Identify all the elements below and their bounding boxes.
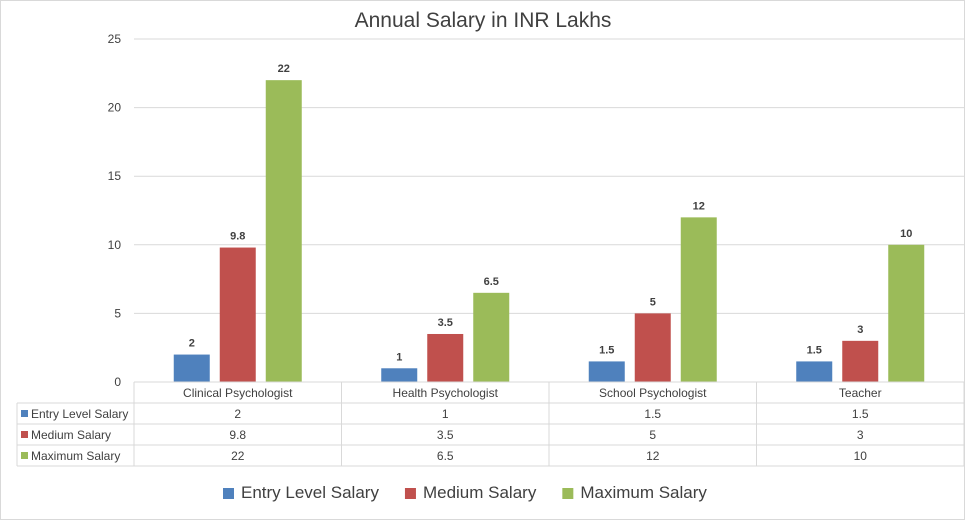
bar-maximum-salary-clinical-psychologist	[265, 80, 302, 382]
table-cell-entry-level-salary-teacher: 1.5	[852, 407, 869, 421]
table-cell-maximum-salary-clinical-psychologist: 22	[231, 449, 245, 463]
gridlines	[134, 38, 964, 383]
table-cell-medium-salary-clinical-psychologist: 9.8	[229, 428, 246, 442]
table-legend-key-maximum-salary	[21, 452, 28, 459]
category-label-clinical-psychologist: Clinical Psychologist	[183, 386, 293, 400]
table-cell-maximum-salary-health-psychologist: 6.5	[437, 449, 454, 463]
table-cell-entry-level-salary-health-psychologist: 1	[442, 407, 449, 421]
bar-medium-salary-health-psychologist	[427, 333, 464, 382]
table-cell-medium-salary-teacher: 3	[857, 428, 864, 442]
bars	[173, 80, 925, 382]
y-tick-label-10: 10	[108, 238, 122, 252]
legend-label-entry-level-salary: Entry Level Salary	[241, 483, 379, 502]
category-label-teacher: Teacher	[839, 386, 882, 400]
bar-medium-salary-teacher	[842, 340, 879, 382]
table-cell-medium-salary-health-psychologist: 3.5	[437, 428, 454, 442]
table-cell-medium-salary-school-psychologist: 5	[649, 428, 656, 442]
data-label-entry-level-salary-clinical-psychologist: 2	[189, 338, 195, 350]
data-label-entry-level-salary-health-psychologist: 1	[396, 351, 402, 363]
legend-key-maximum-salary	[562, 488, 574, 499]
chart-title: Annual Salary in INR Lakhs	[355, 9, 612, 32]
table-legend-key-entry-level-salary	[21, 410, 28, 417]
bar-medium-salary-clinical-psychologist	[219, 247, 256, 382]
table-row-label-entry-level-salary: Entry Level Salary	[31, 407, 128, 421]
table-cell-entry-level-salary-school-psychologist: 1.5	[644, 407, 661, 421]
data-table: Clinical Psychologist Health Psychologist…	[16, 381, 965, 467]
y-axis-ticks: 0 5 10 15 20 25	[108, 32, 122, 389]
data-labels: 2 9.8 22 1 3.5 6.5 1.5 5 12 1.5 3 10	[189, 63, 913, 363]
data-label-maximum-salary-teacher: 10	[900, 228, 912, 240]
data-label-medium-salary-health-psychologist: 3.5	[438, 317, 453, 329]
table-cell-maximum-salary-school-psychologist: 12	[646, 449, 660, 463]
legend-label-maximum-salary: Maximum Salary	[580, 483, 707, 502]
table-row-label-maximum-salary: Maximum Salary	[31, 449, 120, 463]
legend-key-medium-salary	[404, 488, 416, 499]
category-label-health-psychologist: Health Psychologist	[393, 386, 499, 400]
table-row-label-medium-salary: Medium Salary	[31, 428, 111, 442]
category-label-school-psychologist: School Psychologist	[599, 386, 707, 400]
bar-entry-level-salary-school-psychologist	[588, 361, 625, 382]
table-cell-entry-level-salary-clinical-psychologist: 2	[234, 407, 241, 421]
data-label-maximum-salary-school-psychologist: 12	[693, 200, 705, 212]
data-label-maximum-salary-clinical-psychologist: 22	[278, 63, 290, 75]
bar-maximum-salary-health-psychologist	[473, 292, 510, 382]
y-tick-label-25: 25	[108, 32, 122, 46]
data-label-entry-level-salary-teacher: 1.5	[807, 344, 822, 356]
y-tick-label-5: 5	[114, 306, 121, 320]
bar-entry-level-salary-clinical-psychologist	[173, 354, 210, 382]
y-tick-label-20: 20	[108, 101, 122, 115]
legend: Entry Level Salary Medium Salary Maximum S…	[223, 483, 707, 502]
table-legend-key-medium-salary	[21, 431, 28, 438]
data-label-entry-level-salary-school-psychologist: 1.5	[599, 344, 614, 356]
bar-entry-level-salary-health-psychologist	[381, 368, 418, 382]
bar-maximum-salary-teacher	[888, 244, 925, 382]
table-cell-maximum-salary-teacher: 10	[854, 449, 868, 463]
data-label-maximum-salary-health-psychologist: 6.5	[484, 276, 499, 288]
data-label-medium-salary-school-psychologist: 5	[650, 296, 656, 308]
bar-entry-level-salary-teacher	[796, 361, 833, 382]
legend-key-entry-level-salary	[223, 488, 234, 499]
bar-medium-salary-school-psychologist	[634, 313, 671, 382]
y-tick-label-0: 0	[114, 375, 121, 389]
data-label-medium-salary-teacher: 3	[857, 324, 863, 336]
bar-maximum-salary-school-psychologist	[680, 217, 717, 382]
y-tick-label-15: 15	[108, 169, 122, 183]
legend-label-medium-salary: Medium Salary	[423, 483, 537, 502]
data-label-medium-salary-clinical-psychologist: 9.8	[230, 231, 245, 243]
